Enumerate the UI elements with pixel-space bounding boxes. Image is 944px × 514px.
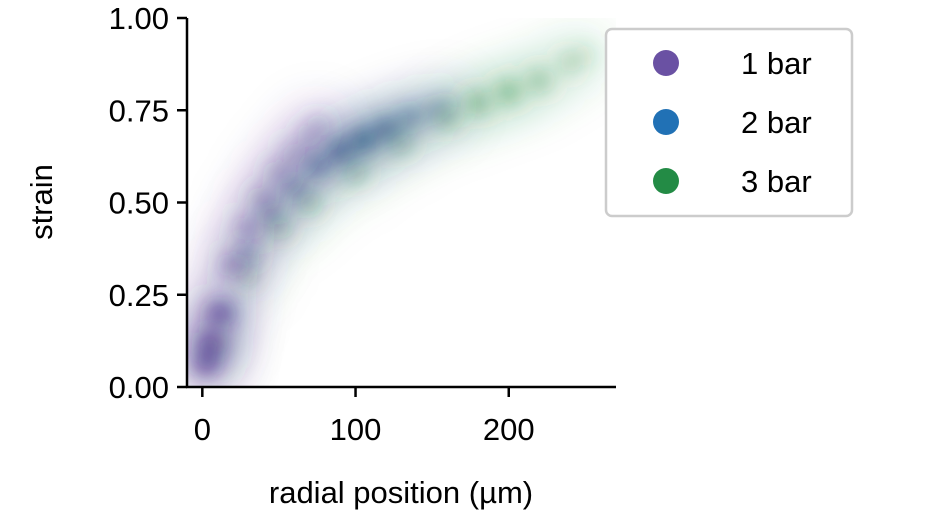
x-axis-label: radial position (µm) [269,475,533,510]
y-tick-label: 0.75 [109,93,169,128]
density-core [574,43,597,66]
density-core [221,254,244,277]
density-core [307,114,330,137]
density-core [352,128,375,151]
density-1-bar [188,99,345,387]
y-tick-label: 0.00 [109,370,169,405]
y-axis-label: strain [24,164,59,240]
density-core [497,80,520,103]
x-tick-label: 0 [194,412,211,447]
legend: 1 bar 2 bar 3 bar [604,27,854,218]
plot-area [188,28,612,387]
density-core [375,117,398,140]
legend-label: 3 bar [741,164,812,199]
legend-label: 1 bar [741,46,812,81]
y-tick-label: 1.00 [109,1,169,36]
axes: 0.00 0.25 0.50 0.75 1.00 0 100 200 [109,1,616,447]
x-ticks: 0 100 200 [194,387,535,447]
legend-marker [653,168,679,194]
density-core [206,302,229,325]
density-core [252,187,275,210]
density-core [283,143,306,166]
x-tick-label: 100 [330,412,382,447]
density-core [398,106,421,129]
legend-entry: 1 bar [653,46,812,81]
legend-label: 2 bar [741,105,812,140]
density-core [528,69,551,92]
x-tick-label: 200 [483,412,535,447]
legend-entry: 2 bar [653,105,812,140]
legend-marker [653,109,679,135]
legend-marker [653,50,679,76]
legend-box [604,27,854,218]
density-core [237,217,260,240]
density-core [267,161,290,184]
density-core [194,353,217,376]
y-ticks: 0.00 0.25 0.50 0.75 1.00 [109,1,187,405]
density-core [436,91,459,114]
y-tick-label: 0.50 [109,186,169,221]
y-tick-label: 0.25 [109,278,169,313]
legend-entry: 3 bar [653,164,812,199]
density-core [198,331,221,354]
